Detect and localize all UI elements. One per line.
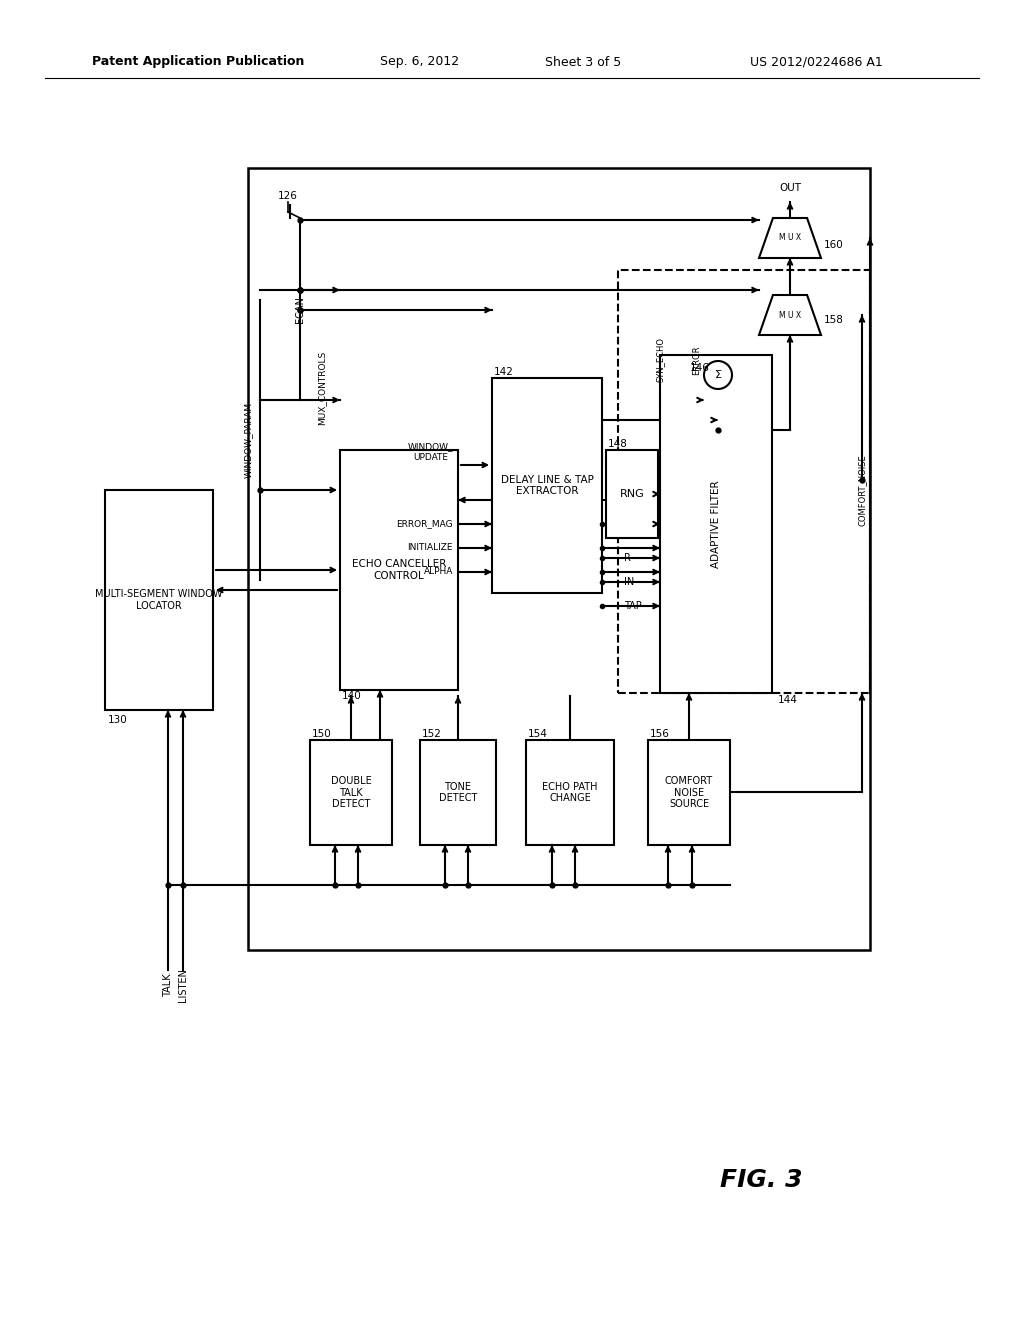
Bar [310,741,392,845]
Text: 144: 144 [778,696,798,705]
Text: SYN_ECHO: SYN_ECHO [655,338,665,383]
Text: IN: IN [624,577,634,587]
Circle shape [705,360,732,389]
Text: 148: 148 [608,440,628,449]
Text: TONE
DETECT: TONE DETECT [439,781,477,804]
Text: ERROR: ERROR [692,346,701,375]
Text: Sheet 3 of 5: Sheet 3 of 5 [545,55,622,69]
Text: ADAPTIVE FILTER: ADAPTIVE FILTER [711,480,721,568]
Text: WINDOW_
UPDATE: WINDOW_ UPDATE [408,442,453,462]
Text: 126: 126 [278,191,298,201]
Bar [105,490,213,710]
Bar [618,271,870,693]
Bar [660,355,772,693]
Text: RNG: RNG [620,488,644,499]
Bar [648,741,730,845]
Bar [420,741,496,845]
Text: R: R [624,553,631,564]
Text: 146: 146 [690,363,710,374]
Bar [492,378,602,593]
Text: Σ: Σ [715,370,722,380]
Text: DELAY LINE & TAP
EXTRACTOR: DELAY LINE & TAP EXTRACTOR [501,475,594,496]
Text: M U X: M U X [779,310,801,319]
Text: Sep. 6, 2012: Sep. 6, 2012 [380,55,459,69]
Polygon shape [759,294,821,335]
Text: MULTI-SEGMENT WINDOW
LOCATOR: MULTI-SEGMENT WINDOW LOCATOR [95,589,223,611]
Text: LISTEN: LISTEN [178,968,188,1002]
Text: DOUBLE
TALK
DETECT: DOUBLE TALK DETECT [331,776,372,809]
Polygon shape [759,218,821,257]
Text: ECHO CANCELLER
CONTROL: ECHO CANCELLER CONTROL [352,560,446,581]
Text: 140: 140 [342,690,361,701]
Text: 160: 160 [824,240,844,249]
Text: TALK: TALK [163,973,173,997]
Text: 154: 154 [528,729,548,739]
Text: FIG. 3: FIG. 3 [720,1168,803,1192]
Text: OUT: OUT [779,183,801,193]
Text: WINDOW_PARAM: WINDOW_PARAM [244,401,253,478]
Text: 158: 158 [824,315,844,325]
Text: TAP: TAP [624,601,642,611]
Text: ECHO PATH
CHANGE: ECHO PATH CHANGE [543,781,598,804]
Bar [340,450,458,690]
Bar [526,741,614,845]
Text: ECAN: ECAN [295,297,305,323]
Text: COMFORT
NOISE
SOURCE: COMFORT NOISE SOURCE [665,776,713,809]
Text: ERROR_MAG: ERROR_MAG [396,520,453,528]
Text: M U X: M U X [779,234,801,243]
Text: 152: 152 [422,729,442,739]
Text: INITIALIZE: INITIALIZE [408,544,453,553]
Text: ALPHA: ALPHA [424,568,453,577]
Text: 150: 150 [312,729,332,739]
Text: Patent Application Publication: Patent Application Publication [92,55,304,69]
Text: 142: 142 [494,367,514,378]
Text: MUX_CONTROLS: MUX_CONTROLS [317,351,327,425]
Bar [606,450,658,539]
Text: COMFORT_NOISE: COMFORT_NOISE [857,454,866,525]
Bar [248,168,870,950]
Text: US 2012/0224686 A1: US 2012/0224686 A1 [750,55,883,69]
Text: 156: 156 [650,729,670,739]
Text: 130: 130 [108,715,128,725]
